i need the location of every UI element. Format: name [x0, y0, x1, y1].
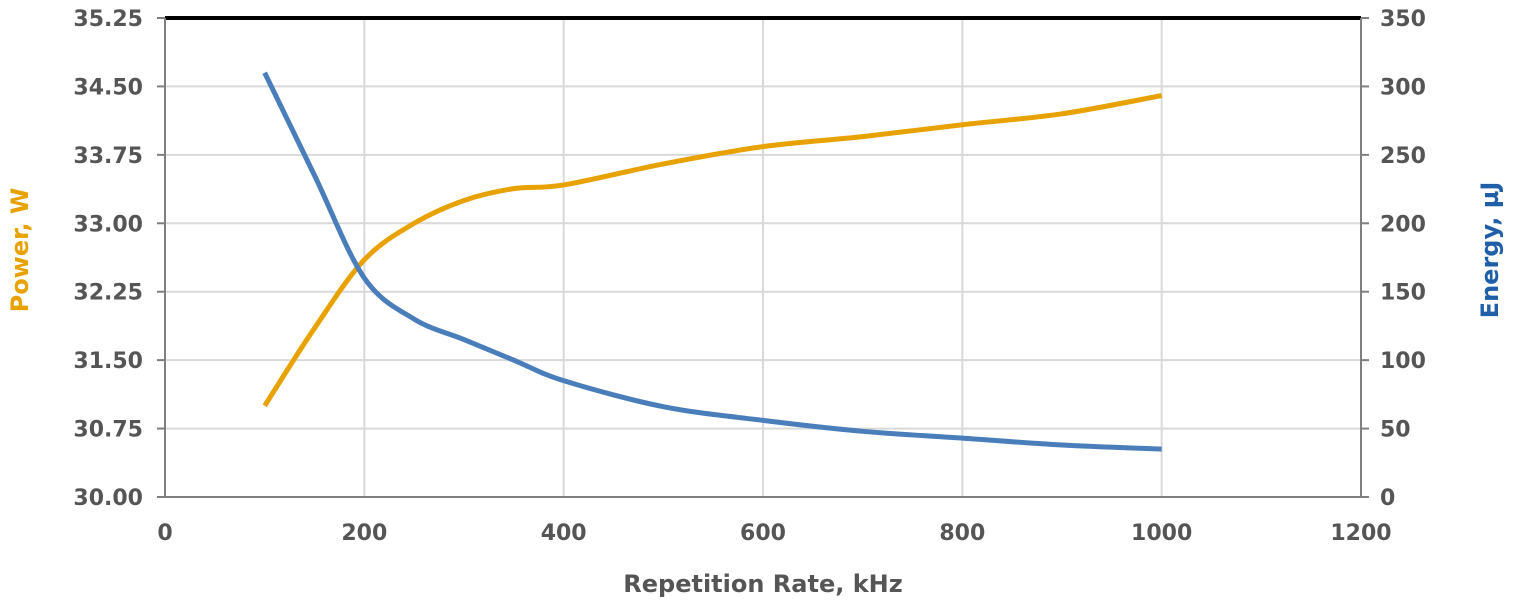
right-y-tick-label: 50: [1380, 418, 1411, 443]
x-tick-label: 1000: [1131, 521, 1192, 546]
right-y-tick-label: 100: [1380, 349, 1426, 374]
power-series-line: [262, 93, 1163, 408]
right-y-tick-label: 150: [1380, 281, 1426, 306]
left-y-tick-label: 30.75: [73, 418, 143, 443]
series-group: [262, 71, 1163, 452]
right-y-tick-label: 300: [1380, 75, 1426, 100]
left-y-tick-label: 33.75: [73, 144, 143, 169]
right-y-tick-label: 250: [1380, 144, 1426, 169]
x-tick-label: 200: [341, 521, 387, 546]
gridlines: [165, 18, 1361, 497]
x-tick-label: 0: [157, 521, 172, 546]
left-y-tick-label: 30.00: [73, 486, 143, 511]
left-y-tick-label: 34.50: [73, 75, 143, 100]
left-y-tick-label: 32.25: [73, 281, 143, 306]
tick-labels: 0 200 400 600 800 1000 120030.0030.7531.5032.2…: [73, 7, 1426, 546]
x-tick-label: 1200: [1330, 521, 1391, 546]
left-y-axis-title: Power, W: [6, 188, 34, 313]
energy-series-line: [262, 71, 1162, 452]
left-y-tick-label: 31.50: [73, 349, 143, 374]
x-tick-label: 800: [939, 521, 985, 546]
x-tick-label: 400: [541, 521, 587, 546]
right-y-axis-title: Energy, µJ: [1476, 182, 1504, 319]
x-axis-title: Repetition Rate, kHz: [623, 570, 902, 598]
right-y-tick-label: 350: [1380, 7, 1426, 32]
right-y-tick-label: 200: [1380, 212, 1426, 237]
right-y-tick-label: 0: [1380, 486, 1395, 511]
left-y-tick-label: 35.25: [73, 7, 143, 32]
x-tick-label: 600: [740, 521, 786, 546]
left-y-tick-label: 33.00: [73, 212, 143, 237]
